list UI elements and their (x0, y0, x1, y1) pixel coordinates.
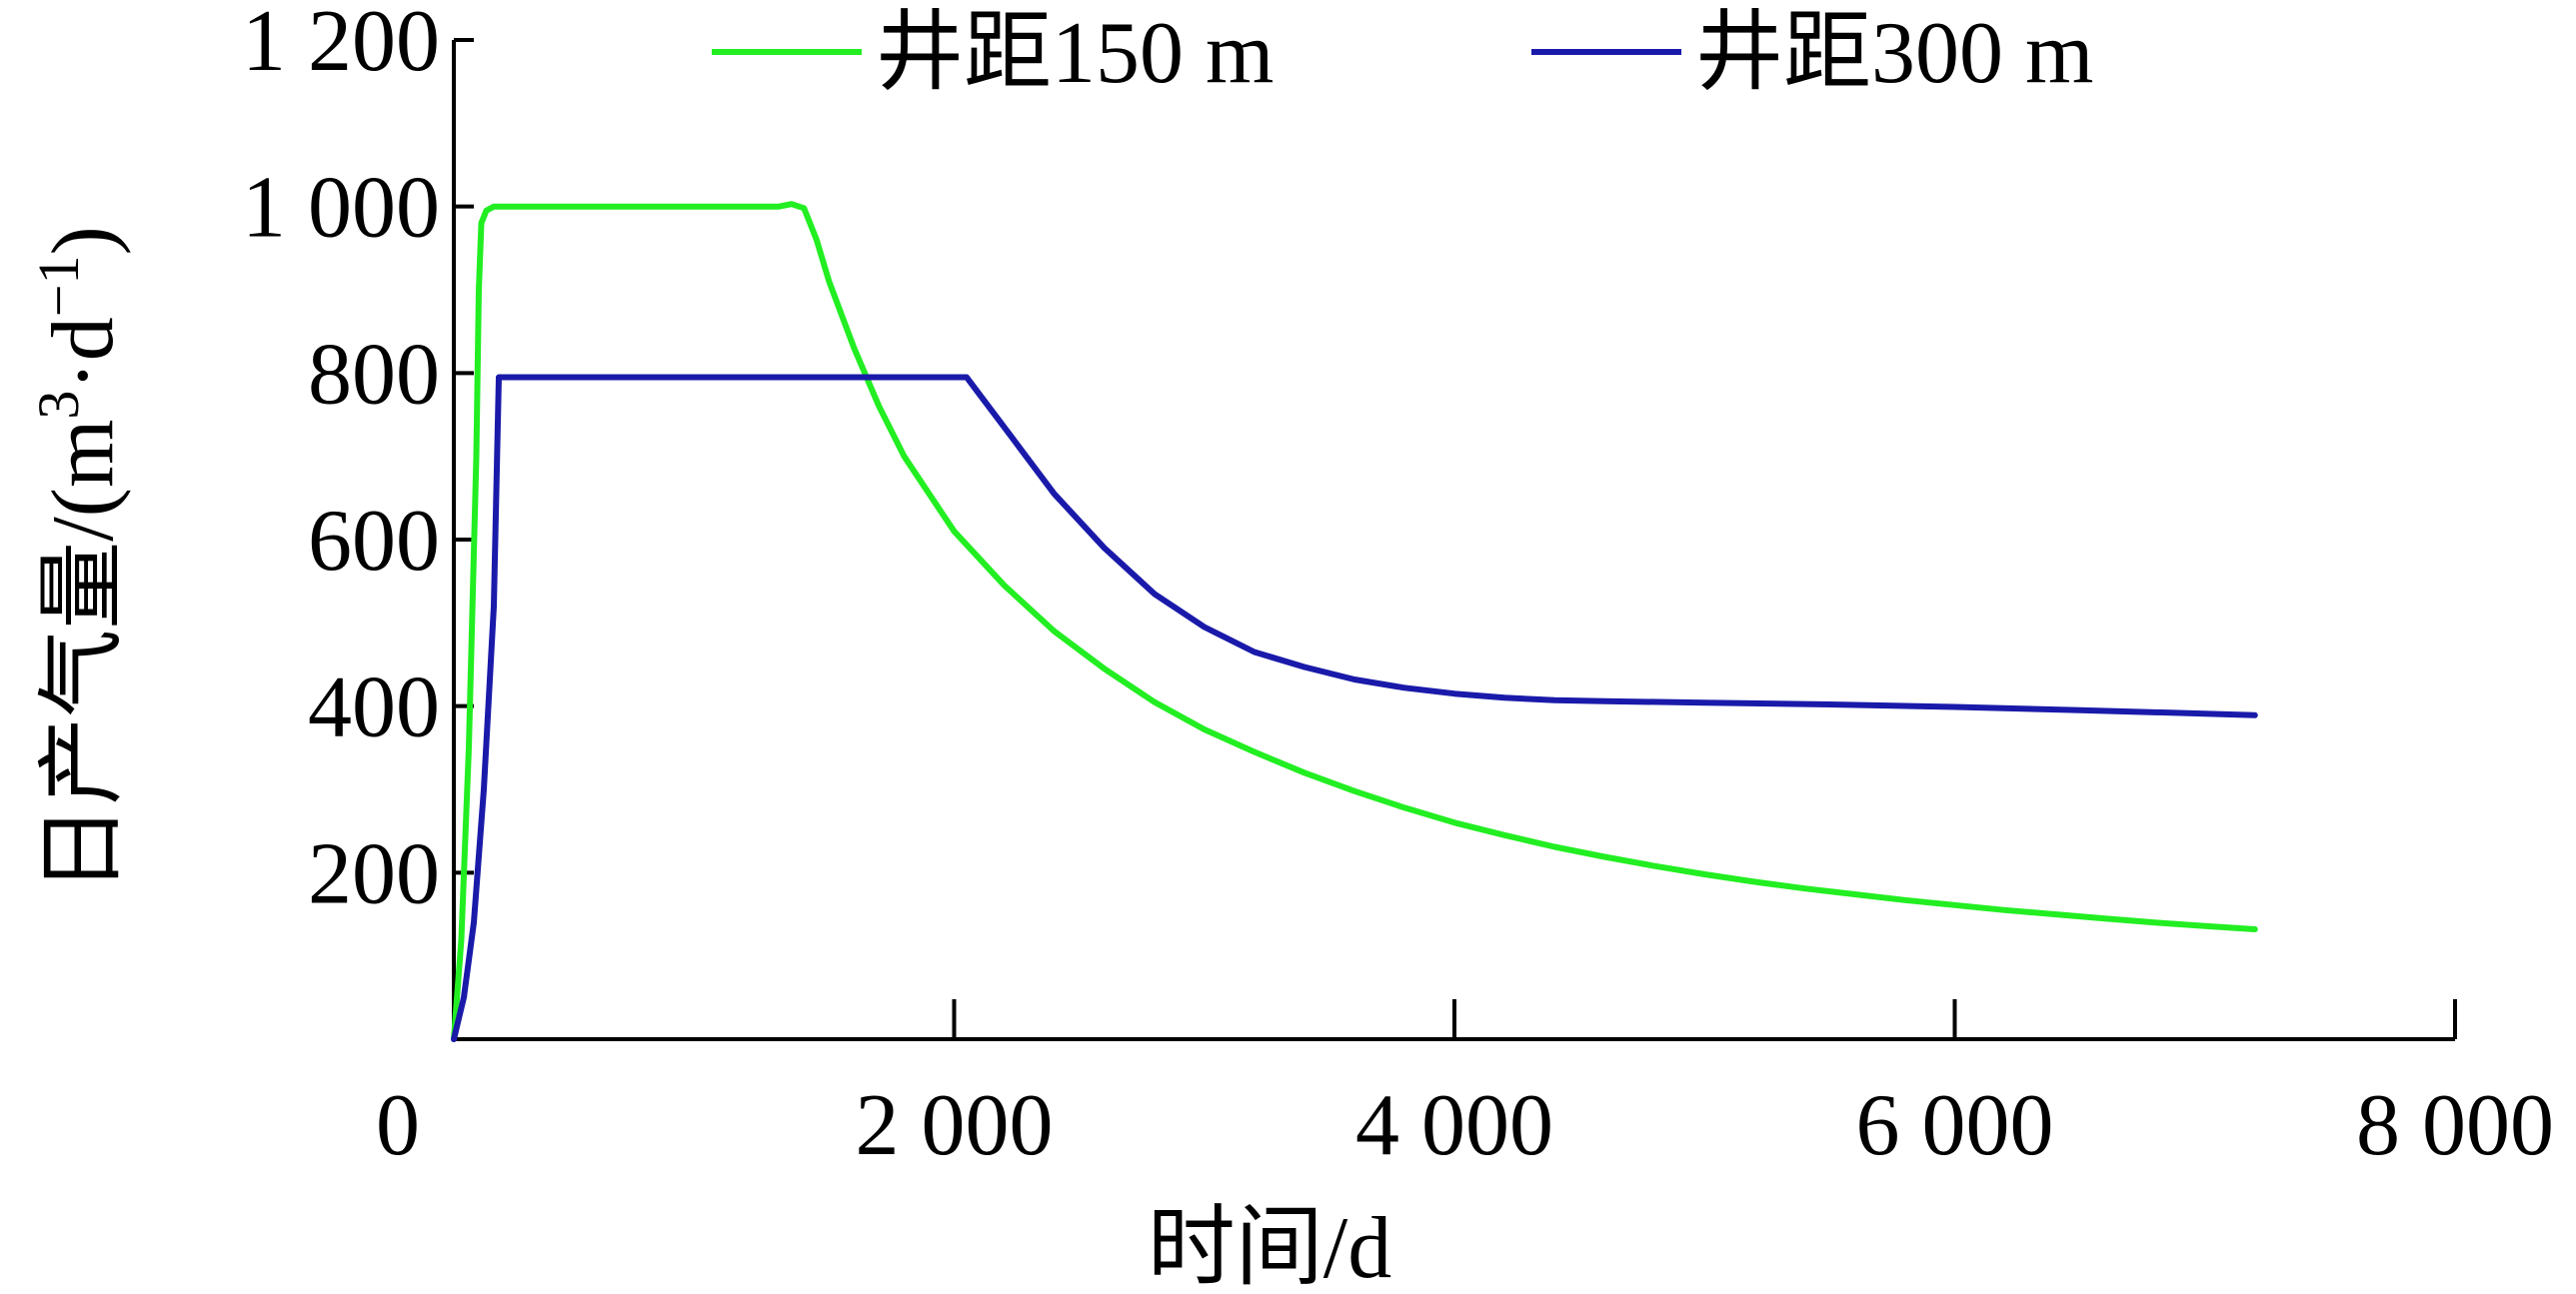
x-tick-label-2: 4 000 (1355, 1077, 1553, 1174)
legend: 井距150 m 井距300 m (712, 5, 2093, 102)
y-axis-title-main: 日产气量/(m (35, 420, 132, 893)
y-tick-label-3: 800 (308, 326, 440, 423)
legend-label-0: 井距150 m (876, 5, 1274, 102)
series-line-0 (451, 201, 2258, 1042)
y-axis-title-sup1: 3 (26, 391, 91, 420)
y-axis-title-mid: d (35, 317, 132, 361)
y-ticks: 200 400 600 800 1 000 1 200 (242, 0, 474, 922)
y-tick-label-0: 200 (308, 825, 440, 922)
y-tick-label-2: 600 (308, 493, 440, 590)
x-tick-label-4: 8 000 (2356, 1077, 2554, 1174)
plot-area: 200 400 600 800 1 000 1 200 0 2 000 4 000 6 000 8… (242, 0, 2554, 1174)
y-tick-label-1: 400 (308, 659, 440, 756)
y-tick-label-5: 1 200 (242, 0, 440, 90)
series-group (451, 201, 2258, 1042)
x-tick-label-1: 2 000 (856, 1077, 1054, 1174)
x-ticks: 0 2 000 4 000 6 000 8 000 (376, 999, 2554, 1174)
y-axis-title: 日产气量/(m3·d−1) (26, 226, 132, 893)
legend-label-1: 井距300 m (1695, 5, 2093, 102)
x-tick-label-0: 0 (376, 1077, 420, 1174)
series-line-1 (451, 374, 2258, 1042)
y-axis-title-close: ) (35, 226, 132, 255)
y-axis-title-dot: · (35, 361, 132, 390)
x-tick-label-3: 6 000 (1856, 1077, 2054, 1174)
y-tick-label-4: 1 000 (242, 160, 440, 257)
y-axis-title-sup2: −1 (26, 256, 91, 318)
x-axis-title: 时间/d (1148, 1200, 1391, 1294)
